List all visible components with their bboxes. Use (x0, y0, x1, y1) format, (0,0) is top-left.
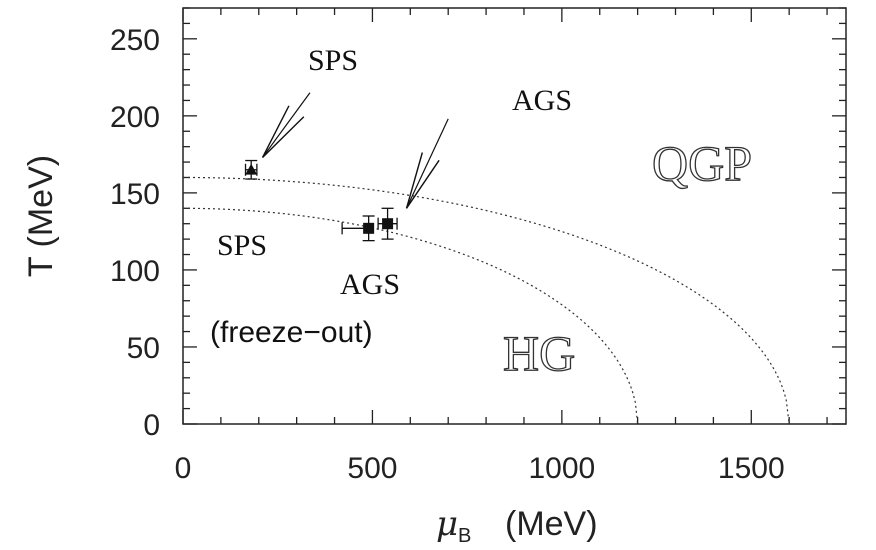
x-tick-label: 500 (347, 452, 397, 485)
square-marker (363, 222, 375, 234)
label-ags-freezeout: AGS (340, 268, 400, 301)
boundary-curve-2 (183, 207, 639, 425)
boundary-curve-1 (183, 176, 790, 425)
arrow-head-line (405, 152, 424, 209)
arrow-shaft (262, 92, 311, 158)
square-marker (382, 218, 394, 230)
y-axis-label: T (MeV) (22, 155, 60, 277)
arrow-head-line (262, 116, 305, 158)
label-ags-top: AGS (512, 84, 572, 117)
label-sps-freezeout: SPS (217, 229, 267, 262)
x-tick-label: 1000 (528, 452, 595, 485)
boundary-curves (183, 176, 790, 425)
x-axis-label: μ B (MeV) (436, 504, 598, 547)
annotation-arrows (261, 92, 449, 209)
x-axis-label-unit: (MeV) (505, 505, 598, 543)
x-axis-label-subscript: B (458, 525, 471, 547)
data-point-3 (377, 207, 398, 240)
arrow-head-line (405, 159, 440, 209)
arrow-2 (405, 118, 449, 209)
axis-ticks (182, 7, 846, 425)
y-tick-label: 0 (143, 409, 160, 442)
data-point-2 (341, 215, 375, 242)
label-qgp: QGP (652, 135, 752, 191)
x-tick-label: 1500 (718, 452, 785, 485)
y-tick-label: 250 (110, 24, 160, 57)
label-freeze-out: (freeze−out) (210, 316, 373, 349)
label-hg: HG (503, 325, 575, 381)
plot-frame (182, 7, 847, 425)
arrow-1 (261, 92, 311, 158)
x-tick-label: 0 (175, 452, 192, 485)
axis-tick-labels: 0 500 1000 1500 0 50 100 150 200 250 (110, 24, 785, 485)
data-point-1 (244, 159, 258, 180)
label-sps-top: SPS (308, 44, 358, 77)
y-tick-label: 100 (110, 255, 160, 288)
x-axis-label-symbol: μ (436, 504, 458, 544)
y-tick-label: 50 (127, 332, 160, 365)
y-tick-label: 200 (110, 101, 160, 134)
triangle-marker (245, 163, 258, 175)
y-tick-label: 150 (110, 178, 160, 211)
data-points (244, 159, 398, 242)
arrow-shaft (405, 118, 449, 209)
arrow-head-line (261, 105, 290, 158)
